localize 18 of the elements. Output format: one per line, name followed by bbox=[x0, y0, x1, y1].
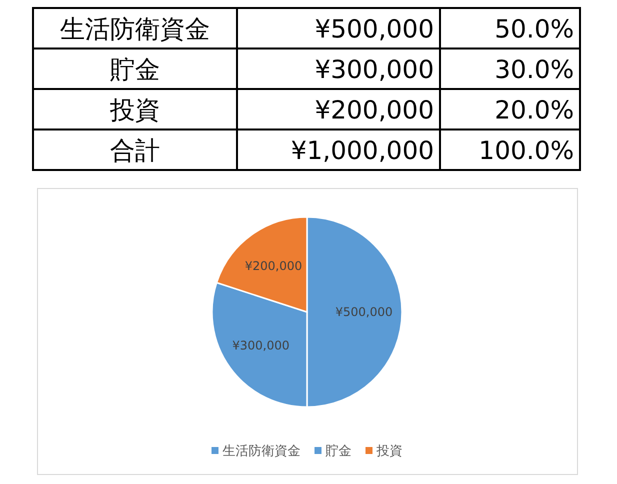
text: 20.0% bbox=[494, 95, 574, 124]
text: 貯金 bbox=[110, 54, 160, 84]
text: ¥1,000,000 bbox=[290, 136, 434, 165]
text: 50.0% bbox=[494, 14, 574, 44]
text: ¥500,000 bbox=[314, 14, 434, 44]
text: 生活防衛資金 bbox=[60, 14, 210, 44]
text: ¥300,000 bbox=[314, 54, 434, 84]
data-label: ¥500,000 bbox=[335, 305, 393, 319]
data-label: ¥200,000 bbox=[244, 258, 302, 273]
text: 30.0% bbox=[494, 54, 574, 84]
legend-label: 投資 bbox=[376, 444, 402, 459]
text: 投資 bbox=[109, 95, 160, 124]
text: 100.0% bbox=[478, 136, 574, 165]
text: 合計 bbox=[110, 136, 160, 165]
legend-label: 生活防衛資金 bbox=[222, 444, 300, 459]
data-label: ¥300,000 bbox=[232, 338, 290, 353]
legend-label: 貯金 bbox=[326, 444, 352, 459]
text: ¥200,000 bbox=[314, 95, 434, 124]
